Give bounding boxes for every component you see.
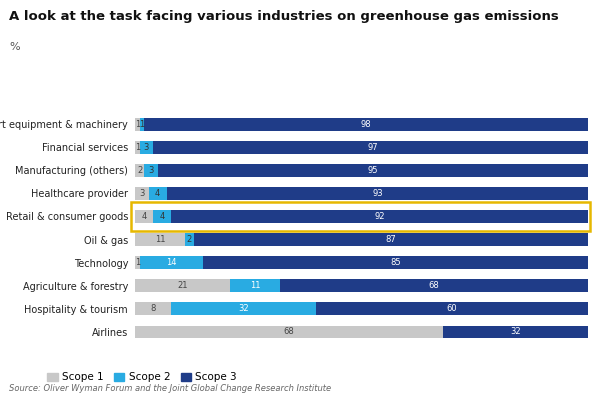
Bar	[135, 302, 171, 315]
Text: 93: 93	[372, 189, 383, 198]
Text: %: %	[9, 42, 20, 52]
Bar	[135, 233, 185, 246]
Text: 1: 1	[134, 143, 140, 152]
Legend: Scope 1, Scope 2, Scope 3: Scope 1, Scope 2, Scope 3	[47, 372, 237, 382]
Text: 11: 11	[250, 281, 260, 290]
Text: 14: 14	[166, 258, 176, 267]
Bar	[131, 202, 590, 231]
Text: 98: 98	[361, 120, 371, 129]
Bar	[140, 256, 203, 269]
Bar	[158, 164, 588, 177]
Bar	[135, 256, 140, 269]
Text: 85: 85	[390, 258, 401, 267]
Text: 1: 1	[134, 120, 140, 129]
Text: 3: 3	[148, 166, 154, 175]
Text: 1: 1	[139, 120, 145, 129]
Text: 4: 4	[160, 212, 165, 221]
Text: 2: 2	[187, 235, 192, 244]
Bar	[135, 210, 153, 223]
Bar	[135, 164, 144, 177]
Bar	[230, 279, 280, 292]
Text: 8: 8	[151, 304, 156, 313]
Bar	[171, 302, 316, 315]
Text: 60: 60	[447, 304, 457, 313]
Text: 68: 68	[428, 281, 439, 290]
Bar	[194, 233, 588, 246]
Text: 32: 32	[238, 304, 249, 313]
Text: A look at the task facing various industries on greenhouse gas emissions: A look at the task facing various indust…	[9, 10, 559, 23]
Bar	[135, 326, 443, 338]
Bar	[135, 118, 140, 130]
Bar	[185, 233, 194, 246]
Text: 68: 68	[284, 327, 295, 336]
Bar	[140, 141, 153, 154]
Bar	[153, 210, 171, 223]
Bar	[153, 141, 593, 154]
Text: 2: 2	[137, 166, 142, 175]
Bar	[144, 118, 588, 130]
Bar	[443, 326, 588, 338]
Text: 92: 92	[374, 212, 385, 221]
Text: 32: 32	[510, 327, 521, 336]
Bar	[140, 118, 144, 130]
Text: Source: Oliver Wyman Forum and the Joint Global Change Research Institute: Source: Oliver Wyman Forum and the Joint…	[9, 384, 331, 393]
Text: 21: 21	[178, 281, 188, 290]
Bar	[167, 187, 588, 200]
Bar	[135, 187, 149, 200]
Bar	[135, 279, 230, 292]
Bar	[135, 141, 140, 154]
Text: 97: 97	[368, 143, 378, 152]
Bar	[280, 279, 588, 292]
Text: 11: 11	[155, 235, 165, 244]
Text: 95: 95	[368, 166, 378, 175]
Bar	[144, 164, 158, 177]
Text: 4: 4	[155, 189, 160, 198]
Text: 4: 4	[142, 212, 146, 221]
Text: 3: 3	[143, 143, 149, 152]
Text: 1: 1	[134, 258, 140, 267]
Bar	[149, 187, 167, 200]
Text: 87: 87	[386, 235, 397, 244]
Bar	[316, 302, 588, 315]
Bar	[171, 210, 588, 223]
Bar	[203, 256, 588, 269]
Text: 3: 3	[139, 189, 145, 198]
